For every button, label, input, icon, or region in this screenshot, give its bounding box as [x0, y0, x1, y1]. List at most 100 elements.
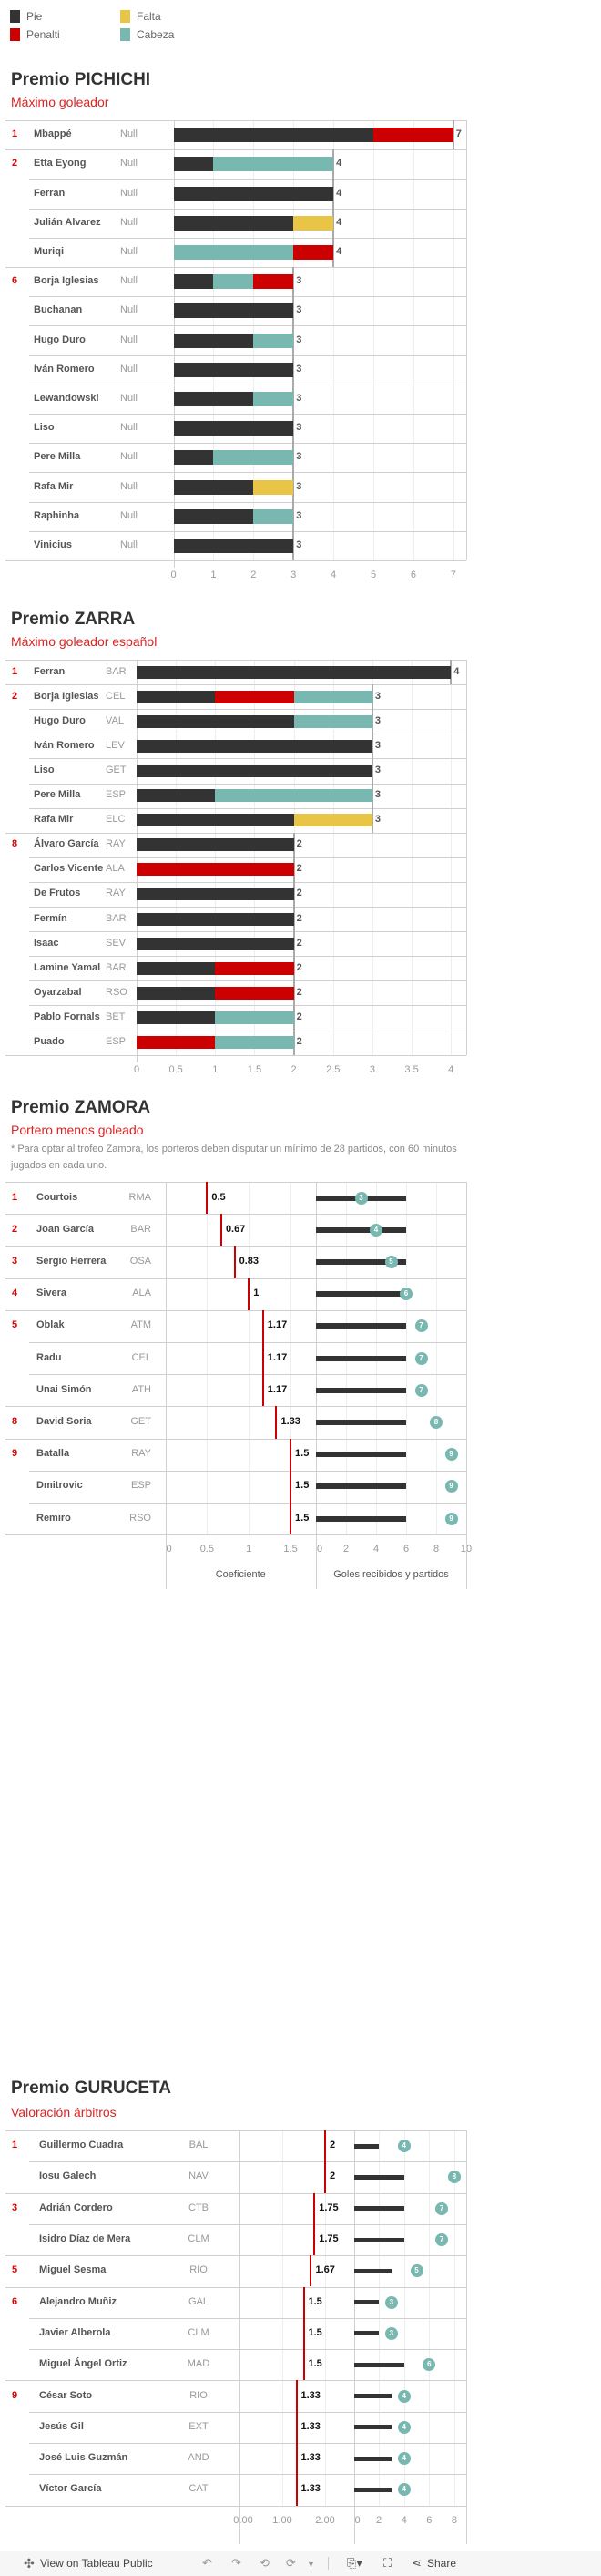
- coefficient-marker[interactable]: [295, 2380, 298, 2412]
- bar-segment-cabeza[interactable]: [253, 333, 294, 348]
- player-name[interactable]: David Soria: [36, 1416, 92, 1427]
- player-name[interactable]: Unai Simón: [36, 1383, 92, 1395]
- player-name[interactable]: Buchanan: [34, 304, 83, 316]
- bar-segment-cabeza[interactable]: [213, 274, 254, 290]
- goals-circle[interactable]: 6: [423, 2358, 436, 2372]
- coefficient-marker[interactable]: [290, 1470, 292, 1503]
- player-name[interactable]: Lamine Yamal: [34, 961, 101, 973]
- bar-segment-pie[interactable]: [137, 739, 372, 753]
- player-name[interactable]: Víctor García: [39, 2483, 102, 2495]
- redo-icon[interactable]: ↷: [231, 2556, 241, 2570]
- download-icon[interactable]: ⎘▾: [347, 2556, 362, 2570]
- goals-circle[interactable]: 3: [384, 2326, 398, 2340]
- player-name[interactable]: Sivera: [36, 1288, 67, 1299]
- matches-bar[interactable]: [316, 1259, 406, 1265]
- bar-segment-pie[interactable]: [137, 986, 216, 1000]
- player-name[interactable]: César Soto: [39, 2389, 93, 2401]
- bar-segment-penalti[interactable]: [215, 690, 294, 703]
- goals-circle[interactable]: 7: [435, 2201, 449, 2215]
- bar-segment-pie[interactable]: [173, 362, 294, 377]
- bar-segment-pie[interactable]: [173, 450, 214, 466]
- bar-segment-pie[interactable]: [137, 789, 216, 803]
- player-name[interactable]: José Luis Guzmán: [39, 2452, 128, 2464]
- coefficient-marker[interactable]: [295, 2411, 298, 2443]
- matches-bar[interactable]: [353, 2362, 404, 2367]
- player-name[interactable]: Lewandowski: [34, 392, 99, 404]
- player-name[interactable]: Oyarzabal: [34, 986, 82, 998]
- player-name[interactable]: Muriqi: [34, 245, 64, 257]
- player-name[interactable]: Pere Milla: [34, 451, 81, 463]
- bar-segment-pie[interactable]: [137, 814, 294, 827]
- bar-segment-cabeza[interactable]: [253, 508, 294, 524]
- matches-bar[interactable]: [353, 2143, 380, 2149]
- goals-circle[interactable]: 9: [444, 1480, 458, 1493]
- goals-circle[interactable]: 7: [414, 1319, 428, 1333]
- matches-bar[interactable]: [316, 1291, 406, 1298]
- goals-circle[interactable]: 8: [447, 2171, 461, 2184]
- player-name[interactable]: Radu: [36, 1351, 62, 1363]
- bar-segment-penalti[interactable]: [215, 961, 294, 975]
- bar-segment-penalti[interactable]: [293, 244, 334, 260]
- refresh-icon[interactable]: ⟳: [286, 2556, 296, 2570]
- goals-circle[interactable]: 4: [397, 2420, 411, 2434]
- bar-segment-pie[interactable]: [173, 508, 254, 524]
- goals-circle[interactable]: 4: [397, 2140, 411, 2153]
- matches-bar[interactable]: [353, 2300, 380, 2305]
- matches-bar[interactable]: [316, 1323, 406, 1329]
- player-name[interactable]: Pablo Fornals: [34, 1011, 100, 1022]
- bar-segment-pie[interactable]: [173, 128, 373, 143]
- view-on-tableau-link[interactable]: View on Tableau Public: [40, 2557, 153, 2570]
- bar-segment-cabeza[interactable]: [215, 1011, 294, 1024]
- matches-bar[interactable]: [316, 1515, 406, 1522]
- matches-bar[interactable]: [316, 1452, 406, 1458]
- player-name[interactable]: Raphinha: [34, 509, 80, 521]
- bar-segment-pie[interactable]: [137, 665, 452, 679]
- bar-segment-falta[interactable]: [293, 215, 334, 231]
- bar-segment-penalti[interactable]: [373, 128, 453, 143]
- bar-segment-cabeza[interactable]: [293, 714, 372, 728]
- bar-segment-pie[interactable]: [137, 888, 294, 901]
- bar-segment-pie[interactable]: [137, 937, 294, 950]
- player-name[interactable]: Puado: [34, 1036, 65, 1048]
- bar-segment-pie[interactable]: [173, 157, 214, 172]
- coefficient-marker[interactable]: [302, 2317, 305, 2350]
- coefficient-marker[interactable]: [290, 1438, 292, 1471]
- player-name[interactable]: Rafa Mir: [34, 480, 74, 492]
- undo-icon[interactable]: ↶: [202, 2556, 212, 2570]
- legend-item-falta[interactable]: Falta: [120, 10, 161, 23]
- coefficient-marker[interactable]: [313, 2192, 316, 2224]
- bar-segment-pie[interactable]: [173, 391, 254, 406]
- goals-circle[interactable]: 4: [397, 2389, 411, 2403]
- player-name[interactable]: Adrián Cordero: [39, 2201, 113, 2213]
- player-name[interactable]: Julián Alvarez: [34, 216, 101, 228]
- goals-circle[interactable]: 7: [414, 1351, 428, 1365]
- player-name[interactable]: Miguel Ángel Ortiz: [39, 2358, 127, 2370]
- bar-segment-pie[interactable]: [173, 303, 294, 319]
- bar-segment-cabeza[interactable]: [253, 391, 294, 406]
- matches-bar[interactable]: [316, 1355, 406, 1361]
- pause-dropdown-icon[interactable]: ▼: [307, 2560, 315, 2569]
- player-name[interactable]: Hugo Duro: [34, 334, 86, 345]
- goals-circle[interactable]: 7: [435, 2233, 449, 2247]
- bar-segment-penalti[interactable]: [137, 1036, 216, 1050]
- matches-bar[interactable]: [353, 2268, 392, 2273]
- player-name[interactable]: Iosu Galech: [39, 2171, 97, 2182]
- player-name[interactable]: Liso: [34, 422, 55, 434]
- bar-segment-pie[interactable]: [173, 333, 254, 348]
- bar-segment-falta[interactable]: [253, 479, 294, 495]
- player-name[interactable]: Oblak: [36, 1319, 65, 1331]
- legend-item-pie[interactable]: Pie: [10, 10, 42, 23]
- share-button[interactable]: Share: [427, 2557, 457, 2570]
- coefficient-marker[interactable]: [295, 2443, 298, 2475]
- player-name[interactable]: Miguel Sesma: [39, 2264, 107, 2276]
- matches-bar[interactable]: [316, 1387, 406, 1393]
- matches-bar[interactable]: [316, 1226, 406, 1233]
- bar-segment-pie[interactable]: [173, 538, 294, 553]
- legend-item-penalti[interactable]: Penalti: [10, 28, 60, 41]
- bar-segment-pie[interactable]: [173, 479, 254, 495]
- coefficient-marker[interactable]: [261, 1309, 264, 1342]
- bar-segment-pie[interactable]: [173, 186, 334, 201]
- player-name[interactable]: Joan García: [36, 1223, 94, 1235]
- player-name[interactable]: Rafa Mir: [34, 814, 74, 826]
- player-name[interactable]: Borja Iglesias: [34, 275, 99, 287]
